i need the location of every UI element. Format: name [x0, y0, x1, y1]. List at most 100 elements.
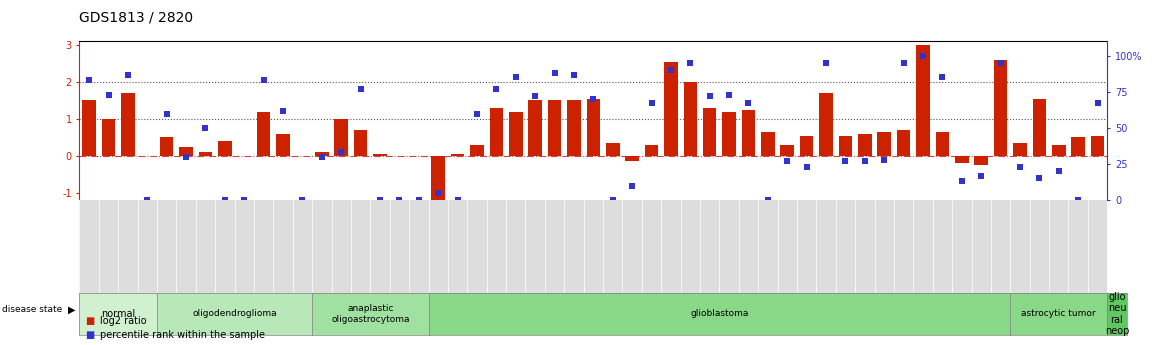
Point [1089, 101, 1107, 106]
Bar [1052, 145, 1065, 156]
Text: glio
neu
ral
neop: glio neu ral neop [1105, 292, 1129, 336]
Point [487, 86, 506, 92]
Bar [160, 137, 174, 156]
Text: ■: ■ [85, 330, 95, 340]
Point [701, 93, 719, 99]
Point [933, 75, 952, 80]
Point [1010, 164, 1029, 170]
Point [158, 111, 176, 116]
Bar [180, 147, 193, 156]
Bar [625, 156, 639, 161]
Point [467, 111, 486, 116]
Point [816, 60, 835, 66]
Point [1069, 197, 1087, 203]
Point [895, 60, 913, 66]
Point [913, 53, 932, 59]
Bar [858, 134, 871, 156]
Point [138, 197, 157, 203]
Point [526, 93, 544, 99]
Text: ■: ■ [85, 316, 95, 326]
Point [99, 92, 118, 98]
Point [545, 70, 564, 76]
Point [507, 75, 526, 80]
Bar [1071, 137, 1085, 156]
Bar [82, 100, 96, 156]
Point [216, 197, 235, 203]
Text: glioblastoma: glioblastoma [690, 309, 749, 318]
Point [739, 101, 758, 106]
Text: astrocytic tumor: astrocytic tumor [1022, 309, 1096, 318]
Bar [742, 110, 756, 156]
Point [875, 157, 894, 162]
Bar [897, 130, 910, 156]
Point [79, 78, 98, 83]
Text: anaplastic
oligoastrocytoma: anaplastic oligoastrocytoma [331, 304, 410, 324]
Point [604, 197, 623, 203]
Text: log2 ratio: log2 ratio [100, 316, 147, 326]
Text: GDS1813 / 2820: GDS1813 / 2820 [79, 10, 194, 24]
Bar [800, 136, 813, 156]
Bar [509, 111, 522, 156]
Bar [683, 82, 697, 156]
Bar [277, 134, 290, 156]
Point [952, 179, 971, 184]
Point [273, 108, 292, 114]
Text: disease state: disease state [2, 305, 63, 314]
Point [778, 158, 797, 164]
Text: oligodendroglioma: oligodendroglioma [193, 309, 277, 318]
Point [429, 190, 447, 196]
Bar [218, 141, 231, 156]
Text: normal: normal [102, 309, 135, 319]
Bar [703, 108, 716, 156]
Bar [334, 119, 348, 156]
Bar [606, 143, 619, 156]
Point [255, 78, 273, 83]
Bar [121, 93, 134, 156]
Bar [839, 136, 853, 156]
Bar [955, 156, 968, 163]
Point [623, 183, 641, 188]
Bar [877, 132, 891, 156]
Bar [722, 111, 736, 156]
Point [176, 154, 195, 160]
Bar [1013, 143, 1027, 156]
Point [719, 92, 738, 98]
Bar [665, 62, 677, 156]
Bar [568, 100, 580, 156]
Point [410, 197, 429, 203]
Point [836, 158, 855, 164]
Text: ▶: ▶ [68, 305, 75, 315]
Point [119, 72, 138, 77]
Bar [762, 132, 774, 156]
Bar [451, 154, 465, 156]
Point [235, 197, 253, 203]
Point [584, 96, 603, 102]
Bar [586, 99, 600, 156]
Bar [780, 145, 794, 156]
Point [370, 197, 389, 203]
Bar [1033, 99, 1047, 156]
Bar [974, 156, 988, 165]
Point [449, 197, 467, 203]
Bar [257, 111, 271, 156]
Bar [471, 145, 484, 156]
Point [855, 158, 874, 164]
Point [661, 68, 680, 73]
Point [196, 125, 215, 131]
Point [1049, 168, 1068, 174]
Bar [102, 119, 116, 156]
Point [992, 60, 1010, 66]
Point [681, 60, 700, 66]
Bar [431, 156, 445, 211]
Point [972, 173, 990, 178]
Bar [916, 45, 930, 156]
Bar [354, 130, 368, 156]
Bar [548, 100, 562, 156]
Point [390, 197, 409, 203]
Point [798, 164, 816, 170]
Bar [645, 145, 659, 156]
Point [313, 154, 332, 160]
Point [758, 197, 777, 203]
Point [352, 86, 370, 92]
Bar [1091, 136, 1105, 156]
